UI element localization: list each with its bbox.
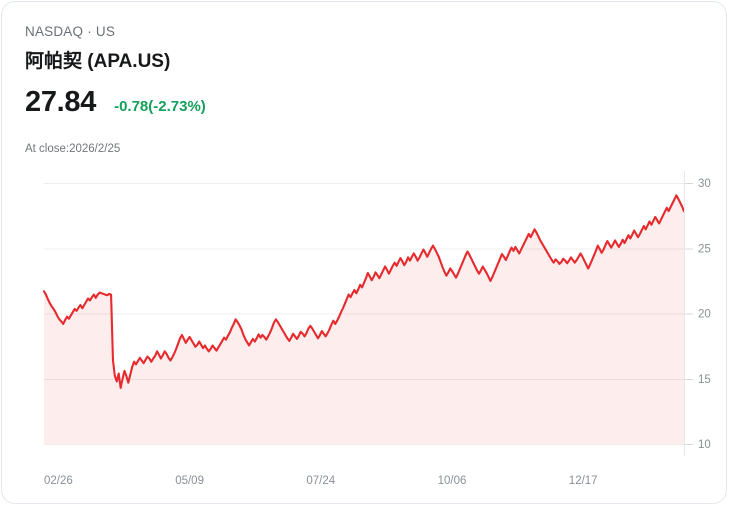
quote-card: NASDAQ · US 阿帕契 (APA.US) 27.84 -0.78(-2.73… (1, 1, 727, 504)
last-price: 27.84 (25, 86, 97, 118)
price-area-fill (44, 195, 684, 444)
y-tick-label: 25 (698, 243, 711, 255)
y-tick-label: 20 (698, 309, 711, 321)
x-tick-label: 02/26 (44, 475, 73, 487)
x-axis-labels: 02/26 05/09 07/24 10/06 12/17 (44, 475, 598, 487)
chart-axis-ticks (685, 183, 693, 445)
market-status-note: At close:2026/2/25 (25, 143, 121, 155)
price-chart[interactable]: 30 25 20 15 10 02/26 05/09 07/24 10/06 12/17 (2, 162, 727, 492)
x-tick-label: 12/17 (569, 475, 598, 487)
exchange-region-line: NASDAQ · US (25, 24, 115, 39)
exchange-name: NASDAQ (25, 24, 84, 39)
chart-gridlines (44, 183, 684, 445)
page-title: 阿帕契 (APA.US) (25, 51, 171, 72)
separator-dot: · (87, 24, 92, 39)
y-axis-labels: 30 25 20 15 10 (698, 178, 711, 451)
x-tick-label: 05/09 (175, 475, 204, 487)
price-row: 27.84 -0.78(-2.73%) (25, 88, 206, 117)
x-tick-label: 10/06 (438, 475, 467, 487)
x-tick-label: 07/24 (306, 475, 335, 487)
price-line (42, 194, 686, 389)
price-chart-svg[interactable]: 30 25 20 15 10 02/26 05/09 07/24 10/06 12/17 (2, 162, 727, 492)
region-label: US (95, 24, 116, 39)
y-tick-label: 15 (698, 374, 711, 386)
y-tick-label: 10 (698, 439, 711, 451)
y-tick-label: 30 (698, 178, 711, 190)
price-change: -0.78(-2.73%) (114, 98, 206, 115)
